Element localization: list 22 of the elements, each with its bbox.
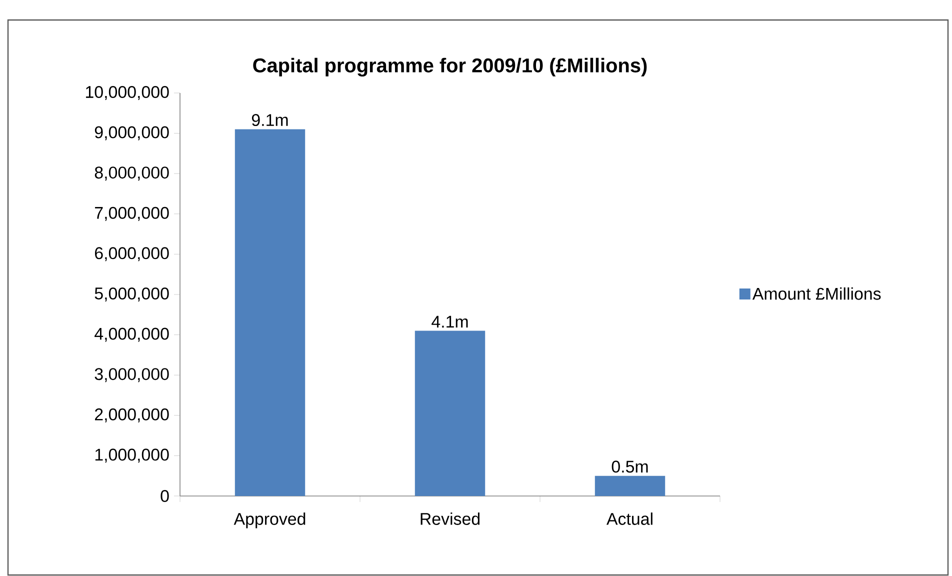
x-tick-label: Approved: [234, 512, 306, 528]
bar: [594, 476, 666, 496]
x-tick-label: Actual: [606, 512, 652, 525]
y-tick-label: 1,000,000: [95, 448, 169, 463]
bar: [234, 129, 306, 496]
legend-label: Amount £Millions: [752, 287, 881, 300]
x-tick-label: Revised: [420, 512, 480, 525]
y-tick-label: 5,000,000: [94, 287, 169, 302]
y-tick-label: 7,000,000: [95, 206, 169, 221]
y-tick-label: 10,000,000: [86, 86, 169, 100]
data-label: 4.1m: [432, 316, 468, 328]
y-tick-label: 6,000,000: [95, 247, 169, 262]
data-label: 0.5m: [612, 460, 648, 473]
y-tick-label: 3,000,000: [94, 368, 169, 382]
bar: [414, 330, 486, 496]
y-tick-label: 0: [160, 490, 169, 502]
data-label: 9.1m: [252, 114, 288, 126]
y-tick-label: 2,000,000: [95, 408, 169, 422]
y-tick-label: 4,000,000: [94, 328, 169, 342]
y-tick-label: 8,000,000: [94, 166, 169, 181]
chart-title: Capital programme for 2009/10 (£Millions): [253, 58, 647, 76]
y-tick-label: 9,000,000: [94, 126, 169, 140]
